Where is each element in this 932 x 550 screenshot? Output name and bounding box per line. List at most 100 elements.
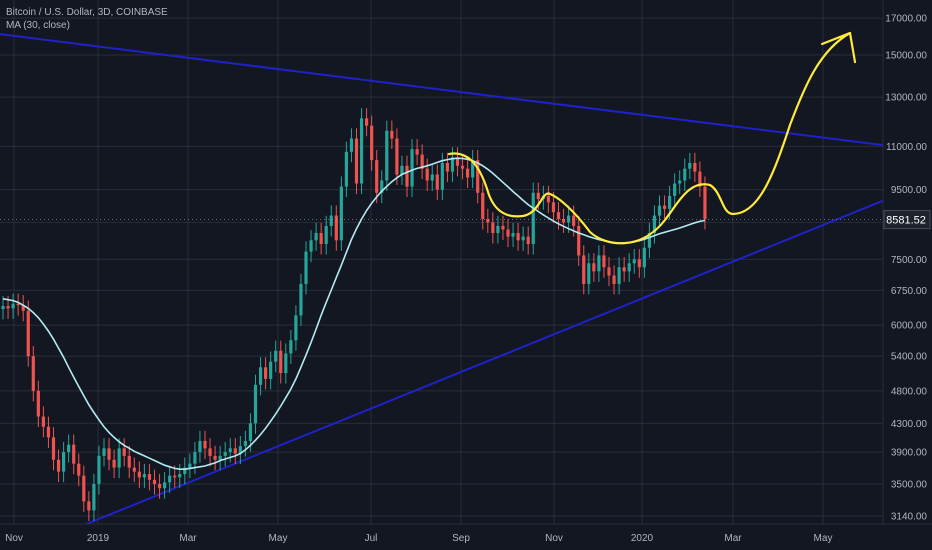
candle-down <box>279 350 283 374</box>
y-tick-label: 5400.00 <box>891 352 928 363</box>
candle-down <box>415 149 419 155</box>
candle-down <box>21 305 25 311</box>
candle-down <box>173 475 177 478</box>
candle-down <box>607 267 611 276</box>
candle-up <box>349 138 354 152</box>
candle-up <box>248 423 253 441</box>
grid <box>0 0 883 524</box>
candle-down <box>233 448 237 454</box>
symbol-title: Bitcoin / U.S. Dollar, 3D, COINBASE <box>6 7 168 18</box>
ma-30-line <box>2 157 706 471</box>
candle-up <box>380 180 384 193</box>
candle-down <box>501 225 505 230</box>
candle-up <box>359 118 364 184</box>
candle-down <box>703 186 707 219</box>
candle-down <box>334 215 338 241</box>
candle-down <box>365 118 369 126</box>
y-tick-label: 4300.00 <box>891 419 928 430</box>
candle-up <box>92 484 96 511</box>
candle-up <box>673 183 677 196</box>
candle-up <box>647 233 651 248</box>
candle-down <box>390 130 394 139</box>
candle-up <box>193 452 197 464</box>
candle-up <box>627 263 631 272</box>
x-tick-label: Jul <box>365 533 378 544</box>
y-tick-label: 11000.00 <box>886 142 927 153</box>
candle-up <box>652 215 657 234</box>
last-price-box <box>883 210 931 230</box>
candle-up <box>274 350 278 362</box>
candle-down <box>127 455 131 468</box>
candle-up <box>385 130 389 181</box>
candle-down <box>395 138 399 175</box>
candle-down <box>132 467 136 472</box>
x-tick-label: Mar <box>724 533 742 544</box>
resistance-trendline <box>0 33 884 147</box>
candle-down <box>370 125 374 161</box>
candle-up <box>344 151 348 187</box>
y-tick-label: 15000.00 <box>885 51 927 62</box>
candle-up <box>228 448 232 453</box>
projection-curve <box>447 31 852 245</box>
candle-up <box>304 251 308 284</box>
candle-up <box>183 467 187 475</box>
candle-down <box>516 233 520 241</box>
candle-down <box>147 474 152 480</box>
candle-up <box>683 168 687 181</box>
candle-down <box>107 448 111 460</box>
candle-down <box>486 218 490 223</box>
x-tick-label: 2020 <box>631 533 654 544</box>
candle-down <box>16 303 20 306</box>
candle-down <box>526 236 530 245</box>
candle-down <box>6 306 10 309</box>
candle-up <box>198 440 202 453</box>
candle-up <box>142 474 146 478</box>
candle-up <box>294 315 298 341</box>
candle-up <box>168 475 172 483</box>
candle-down <box>612 275 616 284</box>
candle-up <box>1 306 5 310</box>
candle-down <box>152 479 157 484</box>
x-tick-label: Mar <box>179 533 197 544</box>
candle-down <box>582 255 586 284</box>
price-axis-panel[interactable] <box>883 0 932 524</box>
candle-down <box>622 267 626 272</box>
candle-up <box>430 174 434 181</box>
chart-legend: Bitcoin / U.S. Dollar, 3D, COINBASE MA (… <box>6 6 168 32</box>
candle-up <box>11 303 15 309</box>
candle-up <box>243 440 247 447</box>
candle-up <box>400 165 404 175</box>
candle-down <box>51 437 56 460</box>
candle-down <box>36 390 40 417</box>
last-price-tag: 8581.52 <box>0 210 931 230</box>
x-tick-label: May <box>269 533 288 544</box>
candles <box>1 108 707 521</box>
candle-up <box>450 157 455 172</box>
candle-down <box>405 165 409 187</box>
y-tick-label: 7500.00 <box>891 255 928 266</box>
candle-up <box>188 463 192 468</box>
candle-down <box>56 459 61 472</box>
candle-down <box>577 225 581 256</box>
candle-down <box>82 475 86 502</box>
candle-up <box>567 215 571 223</box>
candle-down <box>662 205 667 209</box>
time-axis-panel[interactable] <box>0 524 932 550</box>
candle-down <box>208 448 212 456</box>
candle-down <box>546 195 550 203</box>
candle-down <box>31 356 35 391</box>
support-trendline <box>84 199 884 526</box>
y-tick-label: 3900.00 <box>891 448 928 459</box>
candle-down <box>435 174 439 190</box>
candle-up <box>97 455 101 484</box>
candle-down <box>77 463 81 476</box>
candle-up <box>258 367 263 385</box>
candle-up <box>314 233 318 241</box>
candle-down <box>481 192 485 219</box>
candle-up <box>309 240 313 252</box>
candle-down <box>476 160 480 193</box>
candle-up <box>289 340 293 354</box>
x-tick-label: Nov <box>545 533 563 544</box>
